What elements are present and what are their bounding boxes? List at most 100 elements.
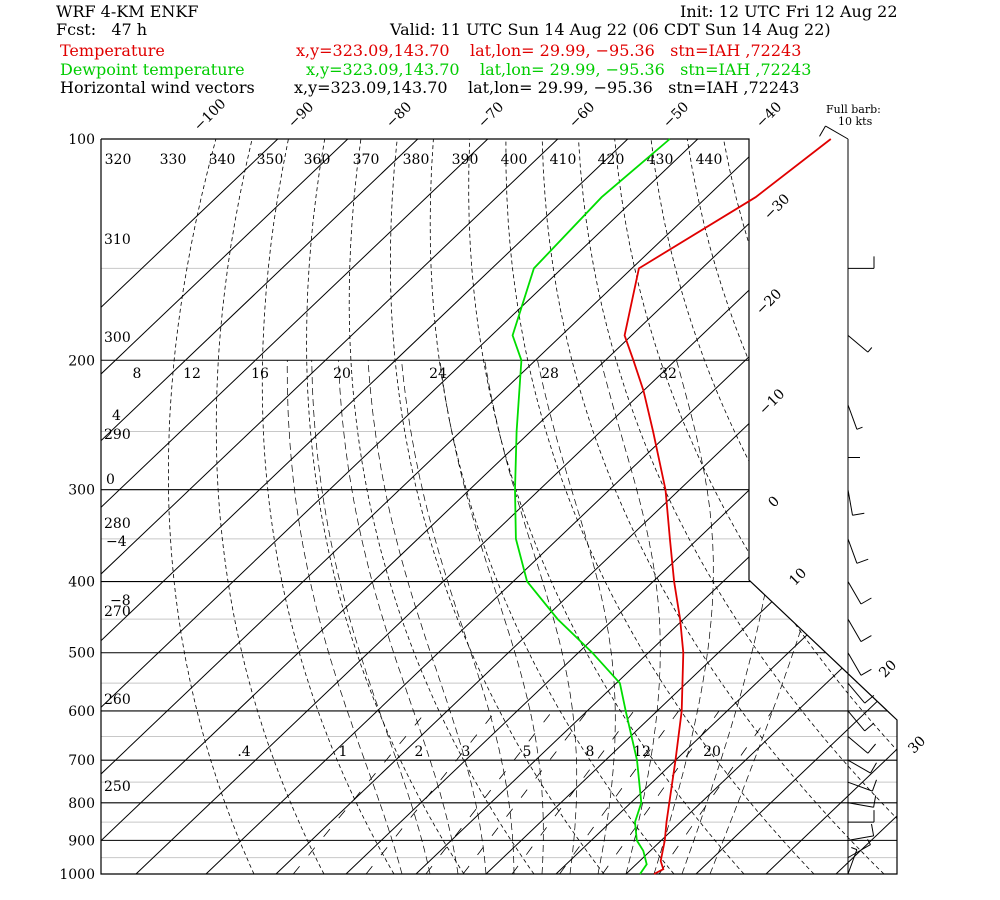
wind-barb [847, 823, 875, 841]
wind-barb [847, 736, 876, 754]
left-extra-label: −8 [110, 593, 131, 609]
moist-adiabat [286, 360, 403, 874]
theta-e-label: 16 [251, 366, 269, 382]
dry-adiabat [578, 139, 897, 874]
wind-barb [847, 581, 872, 605]
grid-clip-group [101, 139, 1000, 874]
isotherm-label: 10 [786, 565, 810, 589]
pressure-tick-label: 600 [68, 704, 95, 720]
wind-barb-flag [870, 762, 877, 774]
dry-adiabat [215, 139, 325, 874]
isotherm [205, 139, 897, 874]
theta-top-label: 350 [257, 152, 284, 168]
theta-top-label: 400 [501, 152, 528, 168]
pressure-tick-label: 100 [68, 132, 95, 148]
theta-left-label: 280 [104, 516, 131, 532]
wind-barb [847, 682, 875, 704]
wind-barb [819, 125, 849, 140]
moist-adiabat [484, 360, 578, 874]
theta-top-label: 430 [647, 152, 674, 168]
theta-top-label: 360 [304, 152, 331, 168]
wind-barb-staff [847, 736, 869, 754]
left-extra-label: −4 [106, 534, 127, 550]
wind-barb [847, 795, 877, 808]
wind-barb-staff [847, 710, 866, 732]
theta-top-label: 420 [598, 152, 625, 168]
moist-adiabat [681, 360, 778, 874]
wind-barb-staff [847, 618, 862, 642]
isotherm [101, 139, 279, 874]
left-extra-label: 0 [106, 472, 115, 488]
wind-barb [847, 779, 877, 792]
mixing-ratio-line [602, 710, 720, 874]
isotherm-label: −20 [753, 286, 785, 318]
wind-barb-flag [851, 847, 858, 851]
plot-frame [100, 138, 898, 875]
dry-adiabat [468, 139, 745, 874]
theta-e-label: 24 [429, 366, 447, 382]
isotherm-label: −90 [285, 99, 317, 131]
isotherm-label: −40 [753, 99, 785, 131]
moist-adiabat [653, 360, 714, 874]
isotherm [101, 139, 559, 874]
mixing-ratio-label: 3 [462, 744, 471, 760]
theta-top-label: 330 [160, 152, 187, 168]
theta-left-label: 270 [104, 604, 131, 620]
dry-adiabat [977, 139, 1000, 874]
wind-barb-staff [847, 781, 873, 792]
temperature-profile-line [623, 138, 832, 875]
isotherm-label: −70 [475, 99, 507, 131]
mixing-ratio-label: 2 [415, 744, 424, 760]
wind-barb-staff [847, 538, 858, 564]
isotherm [555, 139, 897, 874]
wind-barb [847, 489, 865, 516]
moist-adiabat [311, 360, 431, 874]
theta-e-label: 12 [183, 366, 201, 382]
isotherm [101, 139, 769, 874]
wind-barb-flag [867, 839, 871, 845]
mixing-ratio-label: .4 [237, 744, 250, 760]
mixing-ratio-line [462, 710, 588, 874]
wind-barb [847, 710, 875, 732]
dry-adiabat [541, 139, 885, 874]
isotherm [415, 139, 897, 874]
barb-legend-title: Full barb: [826, 103, 881, 116]
isotherm [345, 139, 897, 874]
isotherm-label: −30 [761, 191, 793, 223]
valid-time: Valid: 11 UTC Sun 14 Aug 22 (06 CDT Sun … [390, 20, 831, 39]
mixing-ratio-line [559, 710, 680, 874]
isotherm [275, 139, 897, 874]
dewpoint-profile-line [511, 138, 671, 875]
mixing-ratio-label: 5 [523, 744, 532, 760]
pressure-tick-label: 400 [68, 575, 95, 591]
wind-barb-flag [867, 347, 873, 353]
theta-left-label: 310 [104, 232, 131, 248]
dry-adiabat [759, 139, 897, 874]
wind-barb [847, 847, 858, 875]
wind-barb-staff [847, 652, 862, 676]
moist-adiabat [709, 360, 854, 874]
wind-barb [847, 334, 873, 353]
wind-legend-meta: x,y=323.09,143.70 lat,lon= 29.99, −95.36… [294, 78, 800, 97]
pressure-tick-label: 300 [68, 483, 95, 499]
wind-barb [847, 618, 872, 643]
isotherm [101, 139, 489, 874]
mixing-ratio-line [425, 710, 553, 874]
wind-barb-flag [864, 722, 875, 732]
dry-adiabat [905, 139, 1000, 874]
wind-barb-staff [847, 835, 874, 841]
isotherm-label: −10 [756, 386, 788, 418]
theta-e-label: 8 [133, 366, 142, 382]
isotherm-label: −60 [566, 99, 598, 131]
pressure-tick-label: 700 [68, 753, 95, 769]
wind-barb-flag [871, 779, 877, 792]
mixing-ratio-label: 20 [703, 744, 721, 760]
wind-barb [847, 810, 875, 823]
dry-adiabat [831, 139, 897, 874]
pressure-tick-label: 800 [68, 796, 95, 812]
wind-barb-flag [871, 823, 875, 836]
pressure-tick-label: 1000 [59, 867, 95, 883]
wind-barb-layer [819, 125, 877, 875]
dry-adiabat [650, 139, 897, 874]
dry-adiabat [168, 139, 255, 874]
